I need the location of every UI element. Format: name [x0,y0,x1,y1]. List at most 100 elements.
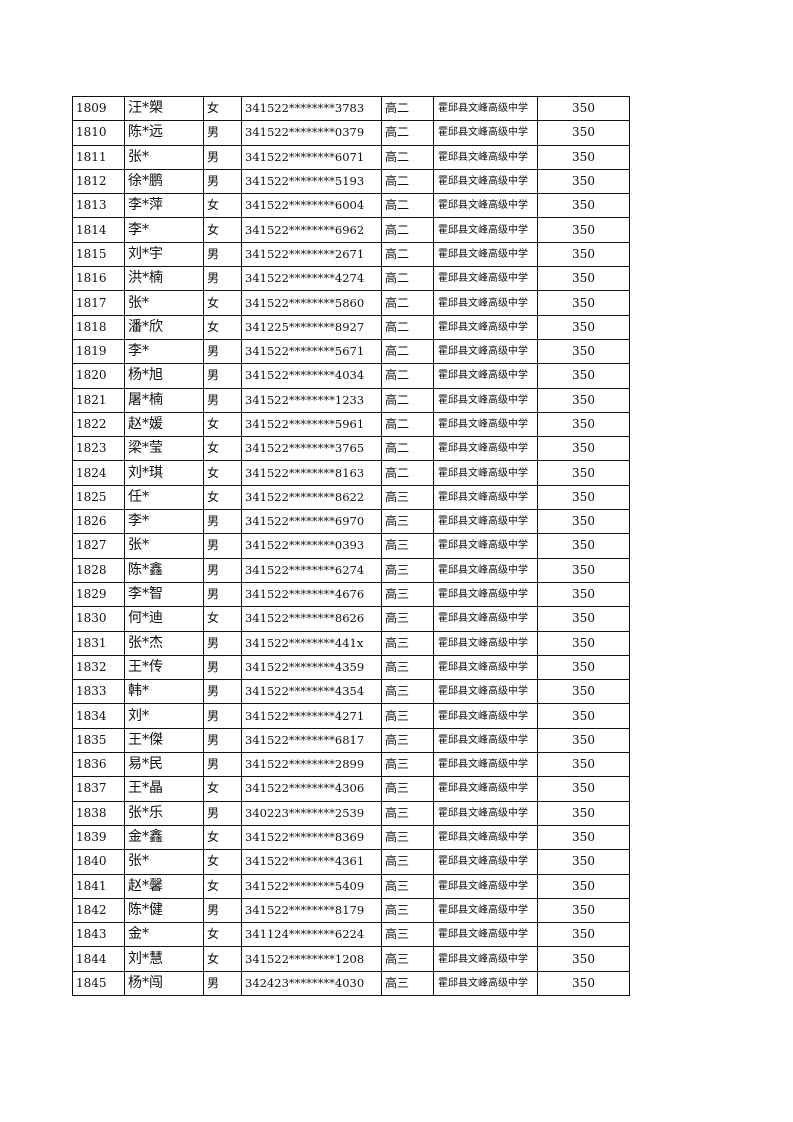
table-row: 1831 张*杰男 341522********441x 高三 霍邱县文峰高级中学 350 [72,630,630,656]
school-cell: 霍邱县文峰高级中学 [433,436,538,462]
score-cell: 350 [537,630,630,656]
score-cell: 350 [537,168,630,195]
name-cell: 梁*莹 [124,436,204,462]
name-cell: 汪*槊 [124,95,204,122]
gender-cell: 男 [203,557,242,583]
score-cell: 350 [537,193,630,219]
number-cell: 1831 [72,630,125,656]
score-cell: 350 [537,533,630,559]
school-cell: 霍邱县文峰高级中学 [433,387,538,413]
gender-cell: 男 [203,970,242,996]
grade-cell: 高二 [381,168,434,195]
school-cell: 霍邱县文峰高级中学 [433,679,538,705]
id-number-cell: 341522********6274 [241,557,382,583]
number-cell: 1840 [72,849,125,875]
id-number-cell: 341522********0393 [241,533,382,559]
school-cell: 霍邱县文峰高级中学 [433,193,538,219]
gender-cell: 女 [203,411,242,438]
score-cell: 350 [537,509,630,535]
table-row: 1822 赵*媛女 341522********5961 高二 霍邱县文峰高级中学 350 [72,411,630,438]
score-cell: 350 [537,95,630,122]
id-number-cell: 341522********6004 [241,193,382,219]
school-cell: 霍邱县文峰高级中学 [433,654,538,681]
table-row: 1815 刘*宇男 341522********2671 高二 霍邱县文峰高级中学 350 [72,241,630,268]
score-cell: 350 [537,849,630,875]
school-cell: 霍邱县文峰高级中学 [433,120,538,146]
name-cell: 李*智 [124,581,204,608]
school-cell: 霍邱县文峰高级中学 [433,873,538,899]
school-cell: 霍邱县文峰高级中学 [433,606,538,632]
number-cell: 1838 [72,800,125,826]
name-cell: 李* [124,338,204,365]
table-row: 1826 李* 男 341522********6970 高三 霍邱县文峰高级中学 350 [72,509,630,535]
table-row: 1838 张*乐男 340223********2539 高三 霍邱县文峰高级中学 350 [72,800,630,826]
table-row: 1816 洪*楠男 341522********4274 高二 霍邱县文峰高级中学 350 [72,266,630,292]
score-cell: 350 [537,606,630,632]
grade-cell: 高三 [381,654,434,681]
id-number-cell: 341522********8622 [241,484,382,511]
school-cell: 霍邱县文峰高级中学 [433,630,538,656]
gender-cell: 男 [203,241,242,268]
table-row: 1834 刘* 男 341522********4271 高三 霍邱县文峰高级中学 350 [72,703,630,729]
name-cell: 刘*宇 [124,241,204,268]
table-row: 1823 梁*莹女 341522********3765 高二 霍邱县文峰高级中学 350 [72,436,630,462]
grade-cell: 高二 [381,266,434,292]
gender-cell: 男 [203,387,242,413]
grade-cell: 高三 [381,630,434,656]
id-number-cell: 341522********4034 [241,363,382,389]
name-cell: 赵*媛 [124,411,204,438]
gender-cell: 女 [203,776,242,802]
id-number-cell: 341522********8369 [241,824,382,851]
name-cell: 何*迪 [124,606,204,632]
table-row: 1829 李*智男 341522********4676 高三 霍邱县文峰高级中学 350 [72,581,630,608]
id-number-cell: 341522********3783 [241,95,382,122]
number-cell: 1823 [72,436,125,462]
id-number-cell: 341522********5409 [241,873,382,899]
grade-cell: 高三 [381,970,434,996]
score-cell: 350 [537,557,630,583]
number-cell: 1835 [72,727,125,754]
gender-cell: 男 [203,727,242,754]
name-cell: 李* [124,217,204,243]
gender-cell: 男 [203,679,242,705]
score-cell: 350 [537,946,630,972]
grade-cell: 高三 [381,606,434,632]
table-row: 1828 陈*鑫男 341522********6274 高三 霍邱县文峰高级中学 350 [72,557,630,583]
number-cell: 1834 [72,703,125,729]
number-cell: 1825 [72,484,125,511]
school-cell: 霍邱县文峰高级中学 [433,460,538,486]
name-cell: 杨*闯 [124,970,204,996]
id-number-cell: 341522********6970 [241,509,382,535]
table-row: 1845 杨*闯男 342423********4030 高三 霍邱县文峰高级中学 350 [72,970,630,996]
number-cell: 1837 [72,776,125,802]
score-cell: 350 [537,120,630,146]
gender-cell: 男 [203,897,242,924]
school-cell: 霍邱县文峰高级中学 [433,217,538,243]
grade-cell: 高三 [381,557,434,583]
score-cell: 350 [537,387,630,413]
number-cell: 1809 [72,95,125,122]
id-number-cell: 341124********6224 [241,922,382,948]
score-cell: 350 [537,703,630,729]
school-cell: 霍邱县文峰高级中学 [433,703,538,729]
number-cell: 1841 [72,873,125,899]
gender-cell: 男 [203,266,242,292]
school-cell: 霍邱县文峰高级中学 [433,144,538,170]
score-cell: 350 [537,338,630,365]
school-cell: 霍邱县文峰高级中学 [433,241,538,268]
id-number-cell: 342423********4030 [241,970,382,996]
number-cell: 1828 [72,557,125,583]
grade-cell: 高三 [381,824,434,851]
grade-cell: 高二 [381,387,434,413]
score-cell: 350 [537,411,630,438]
table-row: 1812 徐*鹏男 341522********5193 高二 霍邱县文峰高级中学 350 [72,168,630,195]
table-body: 1809 汪*槊女 341522********3783 高二 霍邱县文峰高级中学 350… [72,95,630,996]
name-cell: 张* [124,533,204,559]
score-cell: 350 [537,290,630,316]
school-cell: 霍邱县文峰高级中学 [433,168,538,195]
name-cell: 王*傑 [124,727,204,754]
grade-cell: 高二 [381,363,434,389]
score-cell: 350 [537,217,630,243]
table-row: 1824 刘*琪女 341522********8163 高二 霍邱县文峰高级中学 350 [72,460,630,486]
number-cell: 1833 [72,679,125,705]
